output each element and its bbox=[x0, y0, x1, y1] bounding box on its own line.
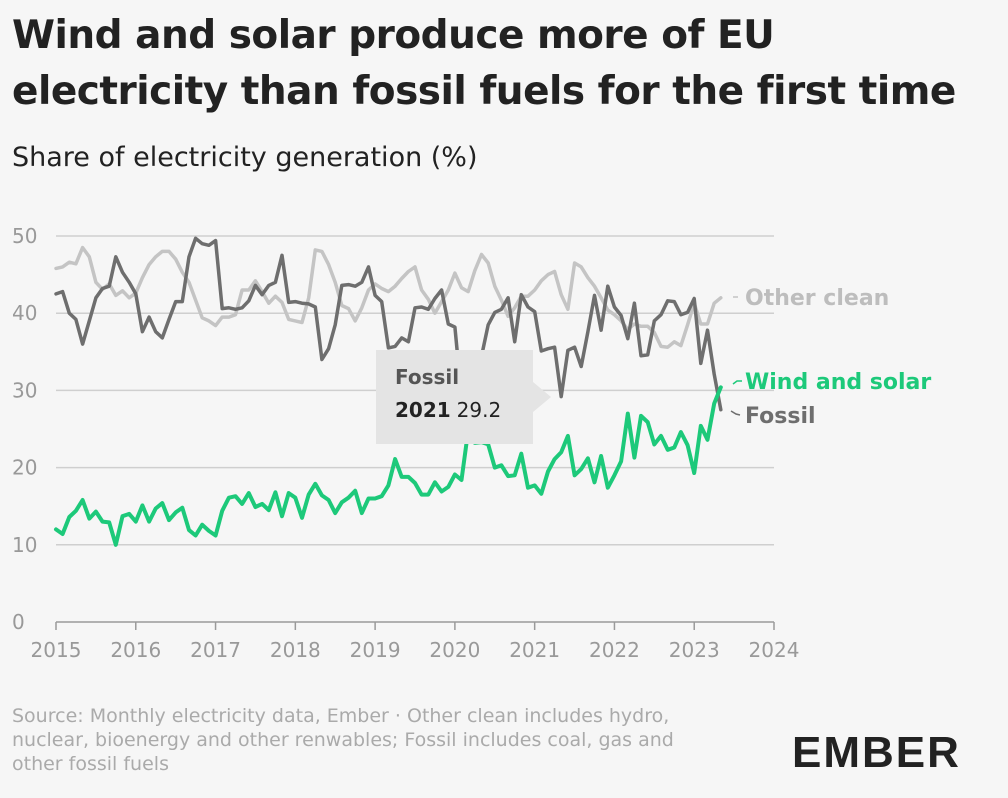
chart-title: Wind and solar produce more of EU electr… bbox=[12, 13, 956, 114]
series-layer bbox=[54, 236, 723, 547]
tooltip-value: 29.2 bbox=[457, 398, 502, 422]
x-tick-label: 2015 bbox=[31, 638, 82, 662]
tooltip-value-line: 2021 29.2 bbox=[395, 398, 501, 422]
series-labels: Other clean Fossil Wind and solar bbox=[730, 286, 931, 429]
tooltip-arrow bbox=[533, 382, 551, 412]
x-tick-label: 2024 bbox=[749, 638, 800, 662]
y-tick-label: 50 bbox=[12, 224, 37, 248]
x-axis: 2015 2016 2017 2018 2019 2020 2021 2022 2023 2024 bbox=[31, 622, 800, 662]
x-tick-label: 2017 bbox=[190, 638, 241, 662]
series-label-fossil: Fossil bbox=[745, 404, 816, 429]
x-tick-label: 2016 bbox=[110, 638, 161, 662]
y-tick-label: 20 bbox=[12, 456, 37, 480]
tooltip-series: Fossil bbox=[395, 365, 459, 389]
x-tick-label: 2023 bbox=[669, 638, 720, 662]
series-line-other-clean[interactable] bbox=[54, 245, 723, 349]
x-tick-label: 2021 bbox=[509, 638, 560, 662]
y-tick-label: 0 bbox=[12, 610, 25, 634]
tooltip-box bbox=[376, 350, 533, 444]
chart-subtitle: Share of electricity generation (%) bbox=[12, 142, 478, 173]
series-line-fossil[interactable] bbox=[54, 236, 723, 412]
ember-logo[interactable]: EMBER bbox=[792, 728, 961, 777]
y-axis: 0 10 20 30 40 50 bbox=[12, 224, 37, 634]
series-label-wind-and-solar: Wind and solar bbox=[745, 370, 931, 395]
y-tick-label: 10 bbox=[12, 533, 37, 557]
x-tick-label: 2018 bbox=[270, 638, 321, 662]
y-tick-label: 40 bbox=[12, 301, 37, 325]
x-tick-label: 2020 bbox=[429, 638, 480, 662]
series-line-wind-and-solar[interactable] bbox=[54, 385, 723, 547]
tooltip: Fossil 2021 29.2 bbox=[376, 350, 551, 444]
label-connector bbox=[730, 410, 741, 416]
source-note: Source: Monthly electricity data, Ember … bbox=[12, 705, 674, 775]
x-tick-label: 2022 bbox=[589, 638, 640, 662]
series-label-other-clean: Other clean bbox=[745, 286, 889, 311]
label-connector bbox=[732, 380, 742, 385]
line-chart: 0 10 20 30 40 50 2015 2016 2017 2018 2019 2020 2021… bbox=[12, 224, 931, 662]
y-tick-label: 30 bbox=[12, 378, 37, 402]
tooltip-year: 2021 bbox=[395, 398, 451, 422]
x-tick-label: 2019 bbox=[350, 638, 401, 662]
